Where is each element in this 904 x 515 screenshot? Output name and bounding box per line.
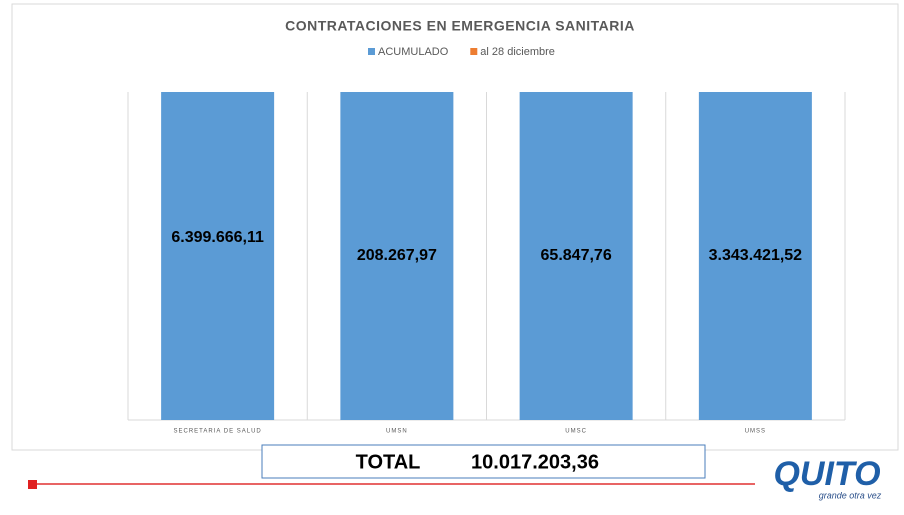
bar xyxy=(519,92,633,420)
value-label: 6.399.666,11 xyxy=(171,229,264,246)
logo-text: QUITO xyxy=(773,455,880,493)
legend-label: al 28 diciembre xyxy=(480,46,555,58)
x-tick-label: SECRETARIA DE SALUD xyxy=(174,429,262,435)
bar xyxy=(340,92,454,420)
total-label: TOTAL xyxy=(356,451,421,473)
logo-tagline: grande otra vez xyxy=(819,490,882,500)
x-tick-label: UMSC xyxy=(565,429,587,435)
legend-swatch xyxy=(368,48,375,55)
red-square xyxy=(28,480,37,489)
value-label: 3.343.421,52 xyxy=(709,247,803,264)
chart-title: CONTRATACIONES EN EMERGENCIA SANITARIA xyxy=(285,18,635,34)
value-label: 208.267,97 xyxy=(357,247,437,264)
bar xyxy=(698,92,812,420)
total-value: 10.017.203,36 xyxy=(471,451,599,473)
x-tick-label: UMSN xyxy=(386,429,408,435)
value-label: 65.847,76 xyxy=(541,247,612,264)
legend: ACUMULADO al 28 diciembre xyxy=(368,46,555,58)
total-box xyxy=(261,444,706,479)
x-tick-label: UMSS xyxy=(745,429,766,435)
bar xyxy=(161,92,275,420)
legend-swatch xyxy=(470,48,478,55)
legend-label: ACUMULADO xyxy=(378,46,449,58)
